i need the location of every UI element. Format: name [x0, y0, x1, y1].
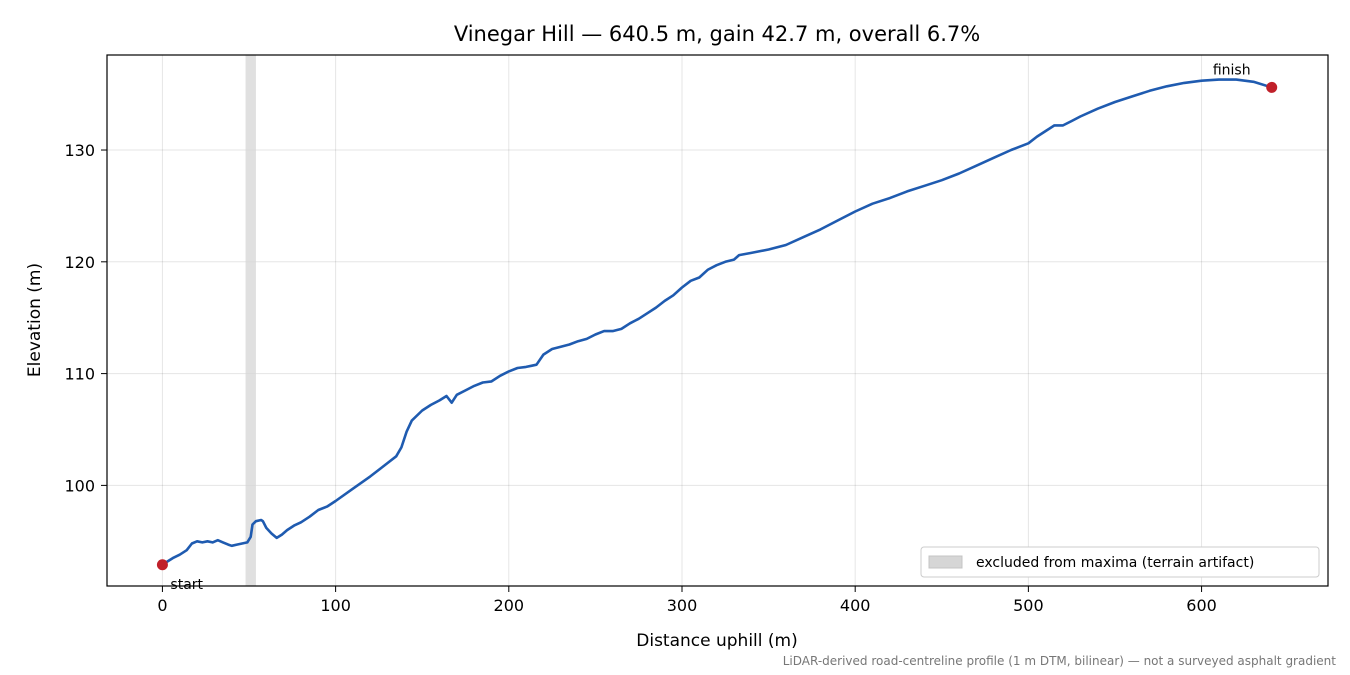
excluded-band-layer: [245, 55, 256, 586]
chart-footnote: LiDAR-derived road-centreline profile (1…: [783, 654, 1337, 668]
x-tick-label: 0: [157, 596, 167, 615]
y-tick-label: 100: [64, 476, 95, 495]
x-tick-label: 100: [320, 596, 351, 615]
x-tick-label: 200: [494, 596, 525, 615]
y-tick-label: 110: [64, 365, 95, 384]
legend-swatch: [928, 555, 963, 569]
x-tick-label: 600: [1186, 596, 1217, 615]
x-tick-label: 500: [1013, 596, 1044, 615]
y-axis-label: Elevation (m): [25, 263, 45, 377]
x-axis-ticks: 0 100 200 300 400 500 600: [157, 586, 1217, 615]
x-tick-label: 300: [667, 596, 698, 615]
marker-start: [156, 559, 168, 571]
marker-label-start: start: [170, 577, 203, 593]
y-tick-label: 120: [64, 253, 95, 272]
marker-label-finish: finish: [1213, 62, 1251, 78]
x-axis-label: Distance uphill (m): [636, 631, 797, 651]
marker-layer: start finish: [156, 62, 1278, 593]
excluded-band: [245, 55, 256, 586]
legend: excluded from maxima (terrain artifact): [920, 546, 1320, 578]
elevation-line: [161, 78, 1273, 566]
profile-line-layer: [161, 78, 1273, 566]
y-tick-label: 130: [64, 141, 95, 160]
legend-box: [920, 546, 1320, 578]
grid-layer: [107, 55, 1328, 586]
plot-frame: [106, 54, 1329, 587]
x-tick-label: 400: [840, 596, 871, 615]
y-axis-ticks: 100 110 120 130: [64, 141, 107, 495]
chart-title: Vinegar Hill — 640.5 m, gain 42.7 m, ove…: [454, 22, 980, 46]
marker-finish: [1266, 81, 1278, 93]
legend-entry-label: excluded from maxima (terrain artifact): [976, 555, 1254, 571]
